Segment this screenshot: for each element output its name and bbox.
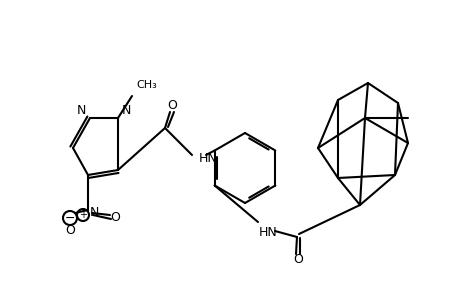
Text: +: + — [79, 210, 87, 220]
Text: CH₃: CH₃ — [136, 80, 157, 90]
Text: N: N — [90, 206, 99, 218]
Text: O: O — [110, 212, 120, 224]
Text: O: O — [292, 254, 302, 266]
Text: HN: HN — [258, 226, 277, 239]
Text: HN: HN — [199, 152, 217, 164]
Text: N: N — [77, 104, 86, 118]
Text: −: − — [65, 212, 75, 224]
Text: O: O — [167, 98, 177, 112]
Text: O: O — [65, 224, 75, 238]
Text: N: N — [122, 104, 131, 118]
